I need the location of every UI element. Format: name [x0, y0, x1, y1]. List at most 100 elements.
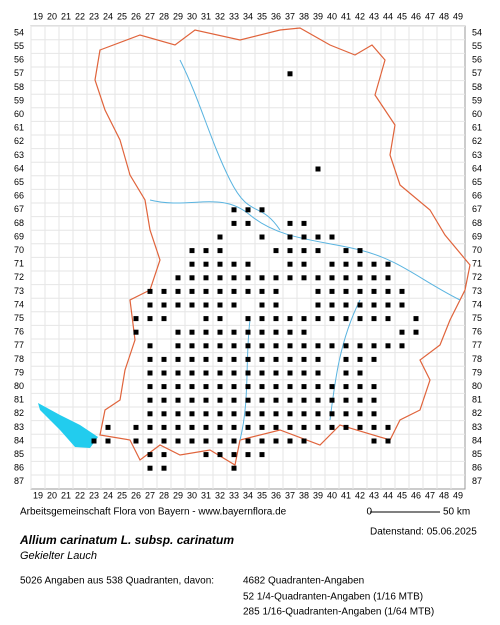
occurrence — [273, 302, 279, 308]
occurrence — [357, 384, 363, 390]
row-label: 83 — [14, 422, 24, 432]
occurrence — [357, 411, 363, 417]
occurrence — [147, 288, 153, 294]
occurrence — [385, 288, 391, 294]
occurrence — [105, 438, 111, 444]
row-label: 74 — [472, 299, 482, 309]
subtitle: Gekielter Lauch — [20, 550, 97, 562]
occurrence — [231, 329, 237, 335]
column-label: 43 — [369, 11, 379, 21]
occurrence — [385, 275, 391, 281]
river — [239, 299, 361, 441]
row-label: 79 — [472, 367, 482, 377]
occurrence — [217, 356, 223, 362]
row-label: 84 — [472, 435, 482, 445]
column-label: 35 — [257, 11, 267, 21]
occurrence — [147, 384, 153, 390]
row-label: 71 — [14, 259, 24, 269]
occurrence — [315, 316, 321, 322]
occurrence — [217, 424, 223, 430]
occurrence — [385, 343, 391, 349]
occurrence — [273, 248, 279, 254]
column-label: 31 — [201, 11, 211, 21]
occurrence — [343, 316, 349, 322]
occurrence — [91, 438, 97, 444]
column-label: 23 — [89, 11, 99, 21]
occurrence — [189, 397, 195, 403]
column-label: 49 — [453, 490, 463, 500]
row-label: 77 — [472, 340, 482, 350]
occurrence — [357, 370, 363, 376]
occurrence — [273, 424, 279, 430]
occurrence — [301, 424, 307, 430]
occurrence — [147, 438, 153, 444]
occurrence — [357, 288, 363, 294]
row-label: 55 — [472, 41, 482, 51]
occurrence — [175, 288, 181, 294]
occurrence — [231, 356, 237, 362]
occurrence — [343, 397, 349, 403]
row-label: 64 — [14, 163, 24, 173]
column-label: 41 — [341, 490, 351, 500]
column-label: 43 — [369, 490, 379, 500]
stat: 52 1/4-Quadranten-Angaben (1/16 MTB) — [243, 592, 423, 603]
occurrence — [161, 465, 167, 471]
row-label: 84 — [14, 435, 24, 445]
scale-end: 50 km — [443, 507, 470, 518]
occurrence — [203, 424, 209, 430]
occurrence — [259, 275, 265, 281]
occurrence — [273, 370, 279, 376]
occurrence — [105, 424, 111, 430]
occurrence — [203, 438, 209, 444]
column-label: 28 — [159, 11, 169, 21]
occurrence — [315, 288, 321, 294]
occurrence — [371, 411, 377, 417]
occurrence — [231, 288, 237, 294]
occurrence — [217, 234, 223, 240]
occurrence — [147, 302, 153, 308]
occurrence — [385, 438, 391, 444]
occurrence — [245, 316, 251, 322]
row-label: 67 — [14, 204, 24, 214]
occurrence — [203, 316, 209, 322]
occurrence — [259, 343, 265, 349]
occurrence — [259, 370, 265, 376]
occurrence — [231, 424, 237, 430]
row-label: 63 — [472, 150, 482, 160]
occurrence — [329, 261, 335, 267]
occurrence — [259, 424, 265, 430]
occurrence — [385, 316, 391, 322]
column-label: 35 — [257, 490, 267, 500]
column-label: 42 — [355, 490, 365, 500]
occurrence — [189, 424, 195, 430]
column-label: 42 — [355, 11, 365, 21]
occurrence — [161, 356, 167, 362]
occurrence — [343, 424, 349, 430]
occurrence — [371, 397, 377, 403]
row-label: 87 — [14, 476, 24, 486]
occurrence — [315, 275, 321, 281]
lake — [38, 403, 98, 448]
row-label: 72 — [472, 272, 482, 282]
occurrence — [371, 261, 377, 267]
occurrence — [189, 438, 195, 444]
column-label: 48 — [439, 11, 449, 21]
column-label: 22 — [75, 11, 85, 21]
row-label: 75 — [472, 313, 482, 323]
occurrence — [147, 397, 153, 403]
occurrence — [161, 452, 167, 458]
occurrence — [273, 411, 279, 417]
occurrence — [329, 424, 335, 430]
occurrence — [287, 411, 293, 417]
occurrence — [301, 356, 307, 362]
row-label: 77 — [14, 340, 24, 350]
occurrence — [175, 343, 181, 349]
occurrence — [301, 329, 307, 335]
occurrence — [217, 261, 223, 267]
occurrence — [147, 424, 153, 430]
occurrence — [245, 329, 251, 335]
occurrence — [287, 261, 293, 267]
occurrence — [161, 424, 167, 430]
row-label: 69 — [472, 231, 482, 241]
